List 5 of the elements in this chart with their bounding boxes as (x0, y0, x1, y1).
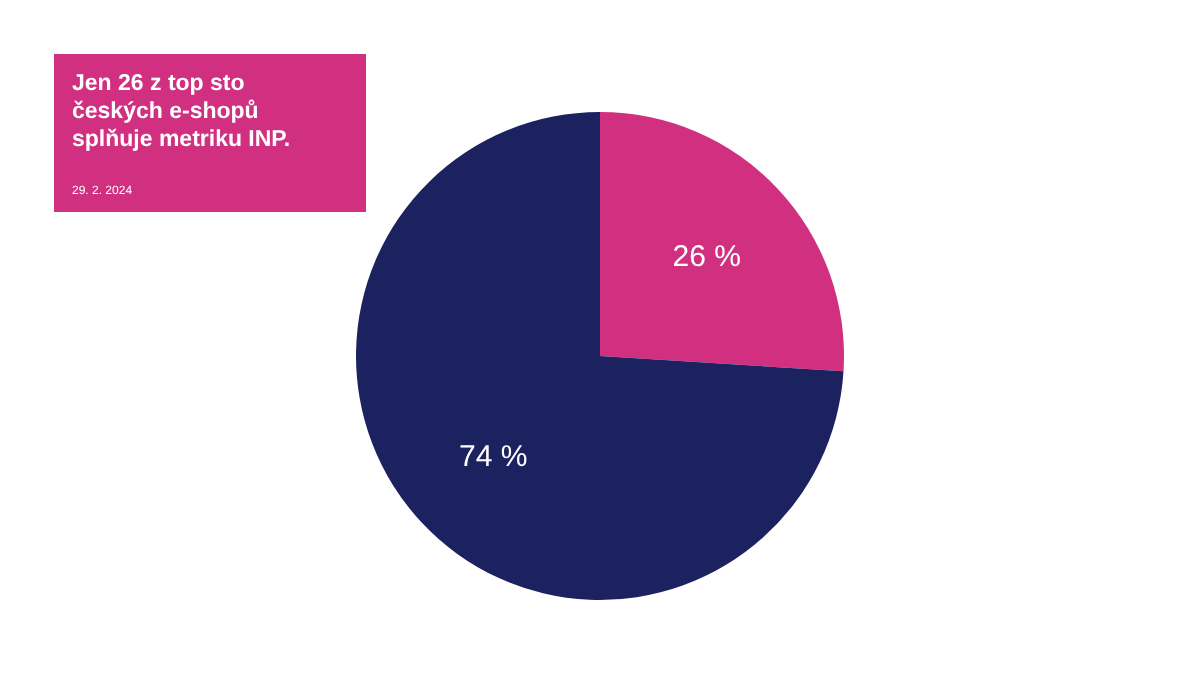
pie-slice (600, 112, 844, 372)
data-label: 74 % (459, 440, 528, 475)
pie-slice (356, 112, 844, 600)
data-label: 26 % (672, 239, 741, 274)
chart-title: Jen 26 z top sto českých e-shopů splňuje metriku INP. (72, 72, 291, 152)
